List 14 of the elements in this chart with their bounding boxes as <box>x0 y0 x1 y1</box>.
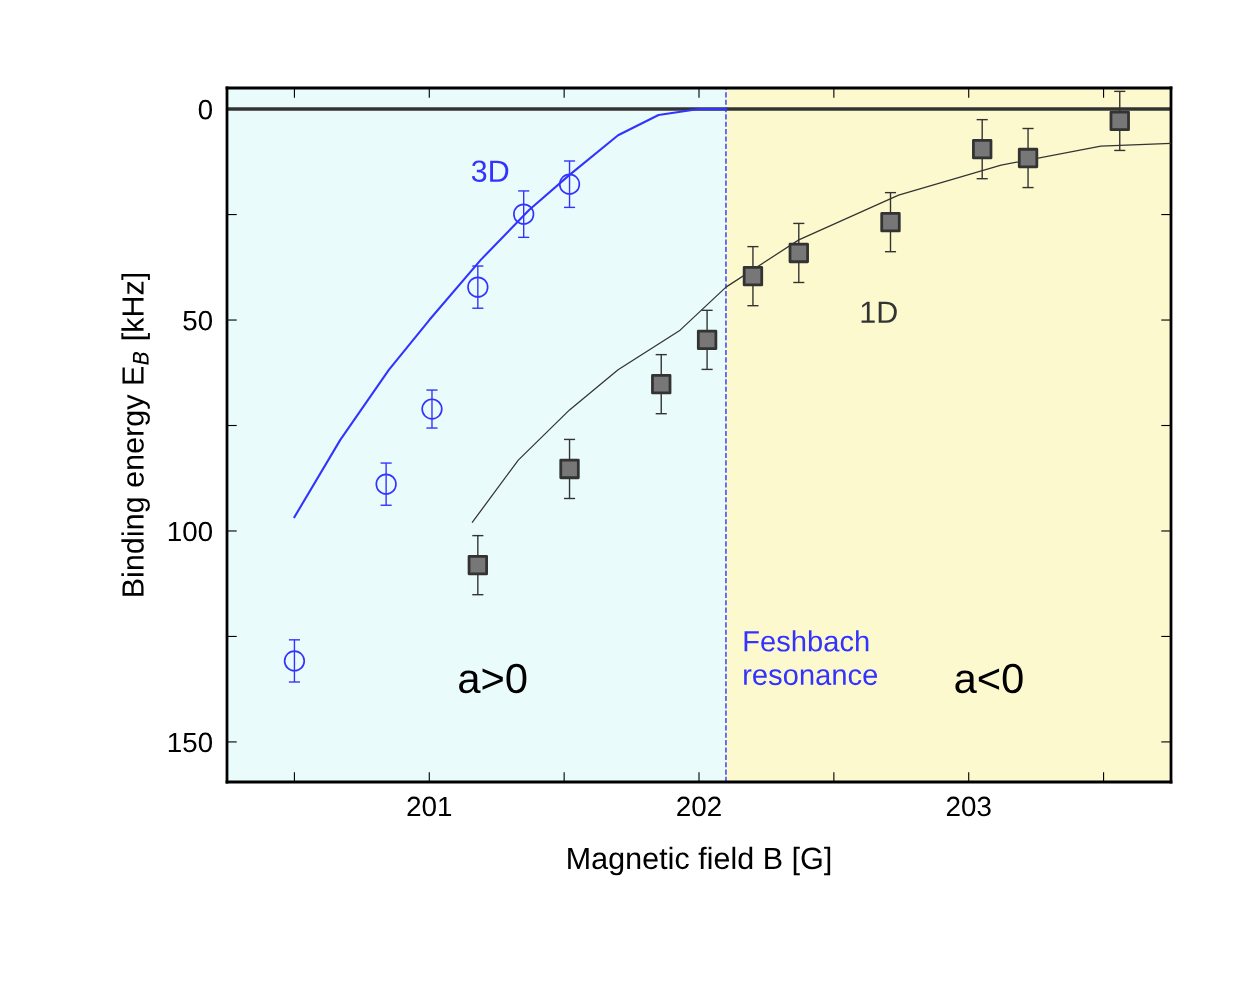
x-axis-title: Magnetic field B [G] <box>568 846 831 876</box>
ref-line-label: Feshbach resonance <box>744 630 878 686</box>
x-tick-label: 201 <box>407 796 452 817</box>
y-tick-label: 0 <box>198 99 213 120</box>
text: 1D <box>861 301 897 323</box>
y-tick-label: 150 <box>168 732 213 753</box>
x-tick-label: 202 <box>677 796 721 817</box>
band-label: a<0 <box>955 663 1023 694</box>
y-axis-title: Binding energy E$_{B}$ [kHz] <box>121 273 150 596</box>
band-label: a>0 <box>459 663 527 694</box>
series-label: 3D <box>471 160 509 183</box>
y-tick-label: 50 <box>183 310 213 331</box>
y-tick-label: 100 <box>168 521 213 542</box>
x-tick-label: 203 <box>946 796 991 817</box>
